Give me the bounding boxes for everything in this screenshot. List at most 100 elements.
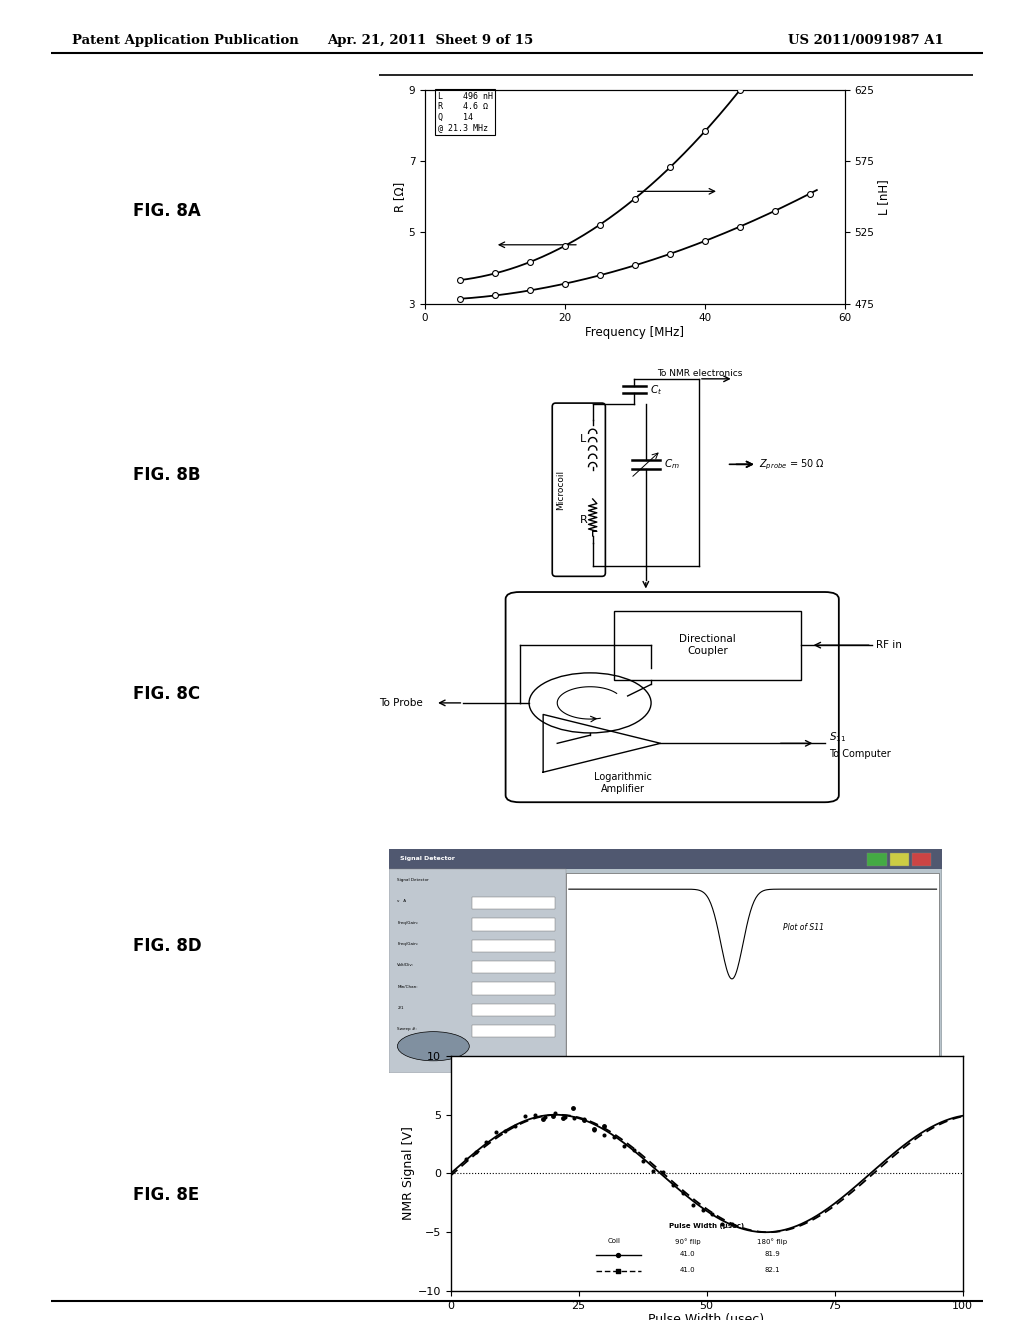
Point xyxy=(486,285,503,306)
Text: Freq/Gain:: Freq/Gain: xyxy=(397,942,419,946)
Point xyxy=(487,1122,504,1143)
Text: Logarithmic
Amplifier: Logarithmic Amplifier xyxy=(594,772,652,793)
Point xyxy=(586,1118,602,1139)
Point xyxy=(802,0,818,3)
Point xyxy=(537,1106,553,1127)
Point xyxy=(767,201,783,222)
Text: Freq/Gain:: Freq/Gain: xyxy=(397,921,419,925)
Point xyxy=(626,1139,642,1160)
Text: Directional
Coupler: Directional Coupler xyxy=(679,635,736,656)
Bar xyxy=(867,853,887,866)
Text: Patent Application Publication: Patent Application Publication xyxy=(72,34,298,48)
Text: To Probe: To Probe xyxy=(379,698,423,708)
Text: R: R xyxy=(580,515,588,525)
Point xyxy=(694,1199,711,1220)
Point xyxy=(596,1125,612,1146)
Text: 100Hz: 100Hz xyxy=(765,1064,781,1069)
Bar xyxy=(472,898,555,909)
Point xyxy=(452,288,468,309)
Point xyxy=(705,1204,721,1225)
Y-axis label: L [nH]: L [nH] xyxy=(878,178,890,215)
Point xyxy=(684,1195,700,1216)
Text: FIG. 8B: FIG. 8B xyxy=(133,466,201,484)
Bar xyxy=(890,853,909,866)
Point xyxy=(521,251,539,272)
Point xyxy=(665,1175,681,1196)
Point xyxy=(675,1181,691,1203)
Text: Min/Chan:: Min/Chan: xyxy=(397,985,418,989)
Text: 25: 25 xyxy=(663,1061,669,1065)
Text: v   A: v A xyxy=(397,899,407,903)
Text: Plot of S11: Plot of S11 xyxy=(783,923,824,932)
Text: US 2011/0091987 A1: US 2011/0091987 A1 xyxy=(788,34,944,48)
Point xyxy=(596,1115,612,1137)
Point xyxy=(696,231,713,252)
Point xyxy=(802,183,818,205)
Text: -21.0 8: -21.0 8 xyxy=(843,1064,860,1069)
Point xyxy=(452,269,468,290)
Point xyxy=(592,265,608,286)
Bar xyxy=(472,961,555,973)
Text: $S_{11}$: $S_{11}$ xyxy=(829,731,847,744)
Point xyxy=(545,1106,561,1127)
Point xyxy=(645,1160,662,1181)
Point xyxy=(555,1107,571,1129)
Point xyxy=(556,1106,572,1127)
Bar xyxy=(566,1060,939,1073)
Point xyxy=(696,121,713,143)
Circle shape xyxy=(397,1032,469,1061)
Text: 21.625 MHz: 21.625 MHz xyxy=(666,1064,695,1069)
Point xyxy=(517,1106,534,1127)
Bar xyxy=(389,869,566,1073)
Text: Volt/Div:: Volt/Div: xyxy=(397,964,415,968)
Point xyxy=(627,255,643,276)
Text: To Computer: To Computer xyxy=(829,748,891,759)
Point xyxy=(575,1109,592,1130)
Bar xyxy=(472,1024,555,1038)
Text: FIG. 8E: FIG. 8E xyxy=(133,1185,200,1204)
Point xyxy=(468,1142,484,1163)
Point xyxy=(526,1105,543,1126)
Text: FIG. 8A: FIG. 8A xyxy=(133,202,201,220)
Point xyxy=(547,1102,563,1123)
Text: 45: 45 xyxy=(929,1061,934,1065)
Point xyxy=(731,216,748,238)
Bar xyxy=(566,874,939,1060)
Text: Signal Detector: Signal Detector xyxy=(397,878,429,882)
Text: Apr. 21, 2011  Sheet 9 of 15: Apr. 21, 2011 Sheet 9 of 15 xyxy=(327,34,534,48)
Bar xyxy=(911,853,931,866)
X-axis label: Pulse Width (μsec): Pulse Width (μsec) xyxy=(648,1313,765,1320)
Point xyxy=(635,1151,651,1172)
Text: 35: 35 xyxy=(796,1061,801,1065)
Text: Sweep #:: Sweep #: xyxy=(397,1027,417,1031)
Point xyxy=(662,157,678,178)
Point xyxy=(521,280,539,301)
Bar xyxy=(472,1003,555,1016)
Point xyxy=(731,79,748,100)
Text: Signal Detector: Signal Detector xyxy=(400,857,455,862)
Text: To NMR electronics: To NMR electronics xyxy=(657,370,742,379)
Text: Dev Chan: Dev Chan xyxy=(588,1064,612,1069)
X-axis label: Frequency [MHz]: Frequency [MHz] xyxy=(586,326,684,339)
Text: $C_m$: $C_m$ xyxy=(665,458,680,471)
Point xyxy=(557,273,573,294)
Point xyxy=(662,243,678,264)
Point xyxy=(486,263,503,284)
Point xyxy=(477,1131,494,1152)
Point xyxy=(565,1097,582,1118)
Text: L: L xyxy=(581,434,587,444)
Point xyxy=(586,1119,602,1140)
Text: $C_t$: $C_t$ xyxy=(650,384,663,397)
Point xyxy=(592,214,608,235)
Text: Microcoil: Microcoil xyxy=(556,470,565,510)
Bar xyxy=(389,849,942,869)
Point xyxy=(714,1213,730,1234)
Point xyxy=(577,1109,593,1130)
Point xyxy=(566,1107,583,1129)
Point xyxy=(498,1121,514,1142)
Text: 2/1: 2/1 xyxy=(397,1006,403,1010)
Point xyxy=(507,1115,523,1137)
Text: $Z_{probe}$ = 50 $\Omega$: $Z_{probe}$ = 50 $\Omega$ xyxy=(759,457,825,471)
Point xyxy=(535,1107,551,1129)
Point xyxy=(627,187,643,209)
